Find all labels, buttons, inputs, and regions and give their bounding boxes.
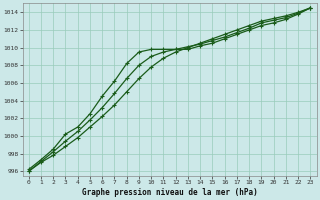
X-axis label: Graphe pression niveau de la mer (hPa): Graphe pression niveau de la mer (hPa) <box>82 188 258 197</box>
